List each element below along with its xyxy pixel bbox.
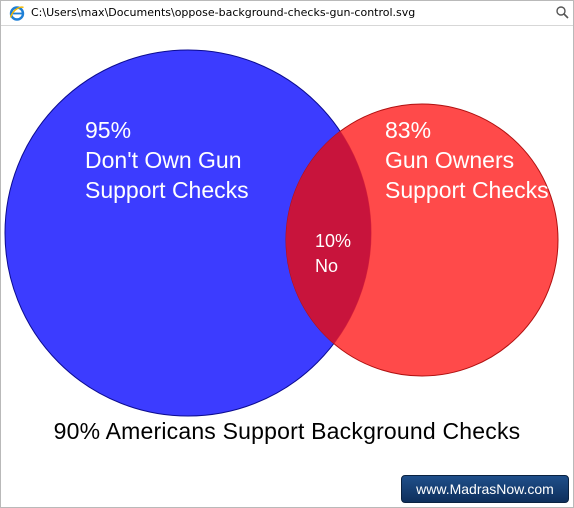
address-path[interactable]: C:\Users\max\Documents\oppose-background… — [31, 6, 416, 19]
left-line1: Don't Own Gun — [85, 147, 242, 173]
overlap-region — [286, 104, 371, 376]
right-line1: Gun Owners — [385, 147, 514, 173]
internet-explorer-icon — [9, 6, 25, 21]
overlap-label: No — [315, 256, 338, 276]
diagram-caption: 90% Americans Support Background Checks — [53, 418, 521, 444]
svg-document: 95% Don't Own Gun Support Checks 83% Gun… — [1, 26, 573, 507]
search-icon[interactable] — [555, 5, 569, 19]
right-percent: 83% — [385, 117, 431, 143]
left-line2: Support Checks — [85, 177, 249, 203]
watermark-badge: www.MadrasNow.com — [401, 475, 569, 503]
overlap-percent: 10% — [315, 231, 351, 251]
left-percent: 95% — [85, 117, 131, 143]
venn-diagram: 95% Don't Own Gun Support Checks 83% Gun… — [4, 49, 559, 417]
address-bar[interactable]: C:\Users\max\Documents\oppose-background… — [1, 1, 573, 26]
right-line2: Support Checks — [385, 177, 549, 203]
